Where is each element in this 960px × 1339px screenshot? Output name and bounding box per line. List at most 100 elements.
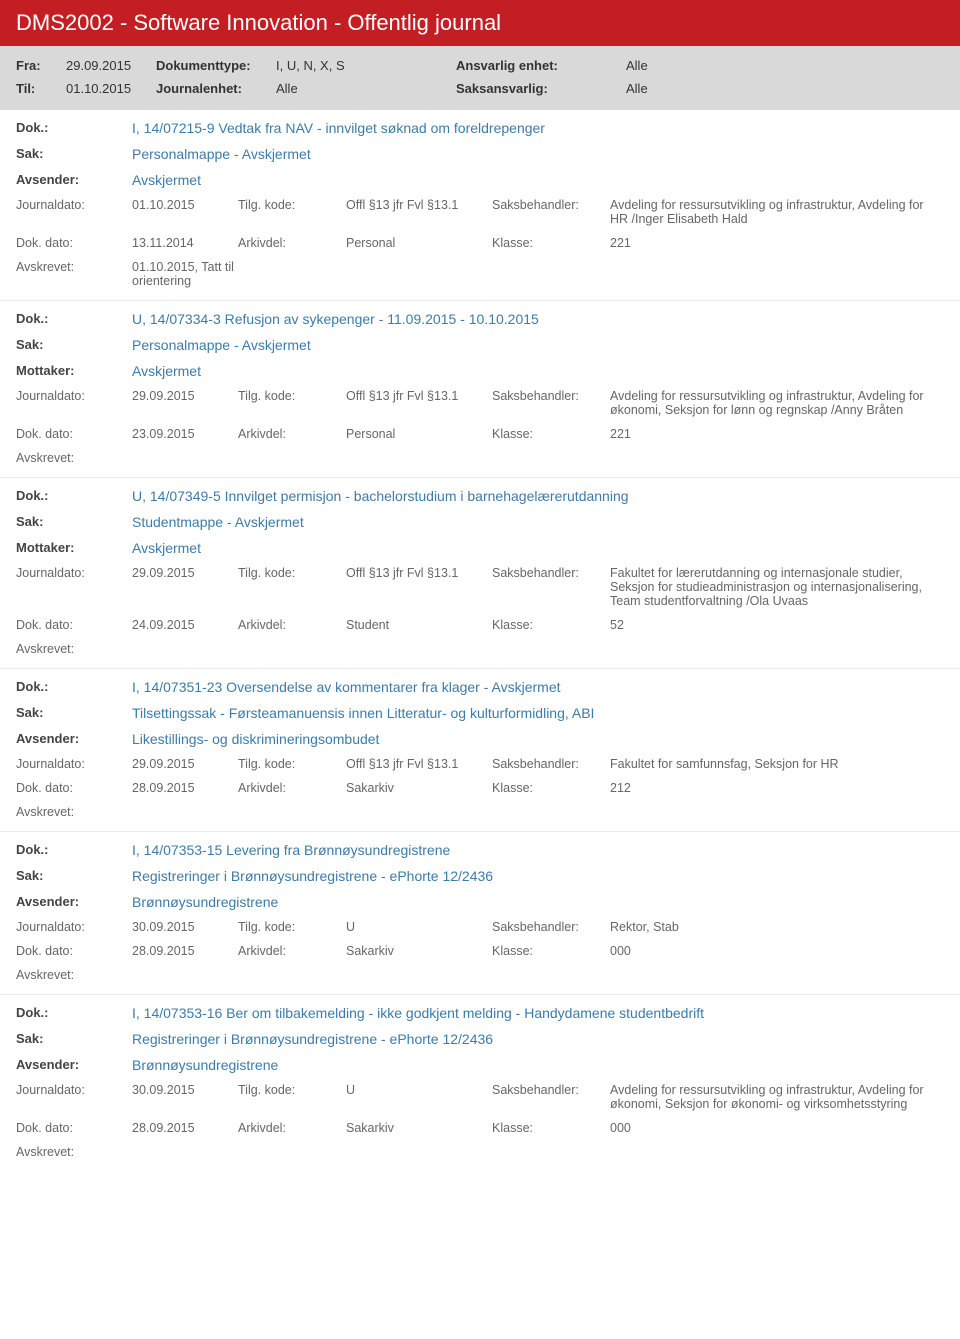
tilgkode-label: Tilg. kode: (238, 566, 346, 580)
tilgkode-value: Offl §13 jfr Fvl §13.1 (346, 566, 492, 580)
dokdato-label: Dok. dato: (16, 1121, 132, 1135)
party-label: Mottaker: (16, 540, 132, 555)
dok-label: Dok.: (16, 679, 132, 694)
arkivdel-label: Arkivdel: (238, 236, 346, 250)
saksbehandler-value: Avdeling for ressursutvikling og infrast… (610, 198, 944, 226)
tilgkode-label: Tilg. kode: (238, 757, 346, 771)
avskrevet-label: Avskrevet: (16, 260, 132, 274)
journal-entry: Dok.:U, 14/07349-5 Innvilget permisjon -… (0, 477, 960, 668)
journal-entry: Dok.:I, 14/07353-15 Levering fra Brønnøy… (0, 831, 960, 994)
journaldato-label: Journaldato: (16, 566, 132, 580)
klasse-label: Klasse: (492, 781, 610, 795)
dokdato-value: 28.09.2015 (132, 781, 238, 795)
doktype-label: Dokumenttype: (156, 58, 276, 73)
saksansv-label: Saksansvarlig: (456, 81, 626, 96)
klasse-value: 000 (610, 1121, 944, 1135)
dok-value: U, 14/07334-3 Refusjon av sykepenger - 1… (132, 311, 944, 327)
journaldato-label: Journaldato: (16, 1083, 132, 1097)
arkivdel-value: Sakarkiv (346, 781, 492, 795)
tilgkode-value: Offl §13 jfr Fvl §13.1 (346, 198, 492, 212)
entries-container: Dok.: I, 14/07215-9 Vedtak fra NAV - innv… (0, 110, 960, 1171)
klasse-value: 52 (610, 618, 944, 632)
til-value: 01.10.2015 (66, 81, 156, 96)
journal-entry: Dok.:I, 14/07353-16 Ber om tilbakemeldin… (0, 994, 960, 1171)
sak-label: Sak: (16, 1031, 132, 1046)
journaldato-value: 30.09.2015 (132, 1083, 238, 1097)
party-value: Brønnøysundregistrene (132, 894, 944, 910)
sak-label: Sak: (16, 146, 132, 161)
sak-value: Tilsettingssak - Førsteamanuensis innen … (132, 705, 944, 721)
journaldato-value: 30.09.2015 (132, 920, 238, 934)
avskrevet-value: 01.10.2015, Tatt til orientering (132, 260, 238, 288)
dokdato-label: Dok. dato: (16, 944, 132, 958)
sak-value: Registreringer i Brønnøysundregistrene -… (132, 868, 944, 884)
klasse-label: Klasse: (492, 236, 610, 250)
party-value: Brønnøysundregistrene (132, 1057, 944, 1073)
journaldato-value: 29.09.2015 (132, 757, 238, 771)
party-value: Likestillings- og diskrimineringsombudet (132, 731, 944, 747)
klasse-value: 221 (610, 427, 944, 441)
arkivdel-value: Sakarkiv (346, 1121, 492, 1135)
saksbehandler-value: Fakultet for lærerutdanning og internasj… (610, 566, 944, 608)
dok-value: U, 14/07349-5 Innvilget permisjon - bach… (132, 488, 944, 504)
sak-label: Sak: (16, 705, 132, 720)
saksbehandler-value: Rektor, Stab (610, 920, 944, 934)
avskrevet-label: Avskrevet: (16, 968, 132, 982)
sak-value: Registreringer i Brønnøysundregistrene -… (132, 1031, 944, 1047)
dok-value: I, 14/07353-15 Levering fra Brønnøysundr… (132, 842, 944, 858)
party-label: Avsender: (16, 731, 132, 746)
saksbehandler-label: Saksbehandler: (492, 198, 610, 212)
page-title: DMS2002 - Software Innovation - Offentli… (0, 0, 960, 46)
sak-value: Personalmappe - Avskjermet (132, 337, 944, 353)
party-label: Avsender: (16, 172, 132, 187)
dokdato-value: 13.11.2014 (132, 236, 238, 250)
journaldato-label: Journaldato: (16, 920, 132, 934)
arkivdel-label: Arkivdel: (238, 618, 346, 632)
tilgkode-label: Tilg. kode: (238, 198, 346, 212)
journaldato-value: 29.09.2015 (132, 566, 238, 580)
fra-value: 29.09.2015 (66, 58, 156, 73)
avskrevet-label: Avskrevet: (16, 1145, 132, 1159)
tilgkode-value: Offl §13 jfr Fvl §13.1 (346, 757, 492, 771)
journal-entry: Dok.:I, 14/07351-23 Oversendelse av komm… (0, 668, 960, 831)
dok-label: Dok.: (16, 1005, 132, 1020)
tilgkode-label: Tilg. kode: (238, 389, 346, 403)
til-label: Til: (16, 81, 66, 96)
journaldato-value: 29.09.2015 (132, 389, 238, 403)
jenhet-label: Journalenhet: (156, 81, 276, 96)
saksbehandler-value: Avdeling for ressursutvikling og infrast… (610, 389, 944, 417)
filter-row-2: Til: 01.10.2015 Journalenhet: Alle Saksa… (16, 77, 944, 100)
sak-value: Studentmappe - Avskjermet (132, 514, 944, 530)
party-label: Avsender: (16, 1057, 132, 1072)
saksbehandler-label: Saksbehandler: (492, 1083, 610, 1097)
tilgkode-value: U (346, 920, 492, 934)
arkivdel-label: Arkivdel: (238, 427, 346, 441)
journaldato-label: Journaldato: (16, 198, 132, 212)
arkivdel-label: Arkivdel: (238, 944, 346, 958)
dok-value: I, 14/07215-9 Vedtak fra NAV - innvilget… (132, 120, 944, 136)
dokdato-label: Dok. dato: (16, 236, 132, 250)
party-label: Mottaker: (16, 363, 132, 378)
avskrevet-label: Avskrevet: (16, 451, 132, 465)
dokdato-label: Dok. dato: (16, 781, 132, 795)
dokdato-label: Dok. dato: (16, 618, 132, 632)
dok-value: I, 14/07353-16 Ber om tilbakemelding - i… (132, 1005, 944, 1021)
saksbehandler-value: Fakultet for samfunnsfag, Seksjon for HR (610, 757, 944, 771)
dok-value: I, 14/07351-23 Oversendelse av kommentar… (132, 679, 944, 695)
filter-bar: Fra: 29.09.2015 Dokumenttype: I, U, N, X… (0, 46, 960, 110)
journal-entry: Dok.:U, 14/07334-3 Refusjon av sykepenge… (0, 300, 960, 477)
tilgkode-value: U (346, 1083, 492, 1097)
jenhet-value: Alle (276, 81, 456, 96)
fra-label: Fra: (16, 58, 66, 73)
klasse-value: 221 (610, 236, 944, 250)
klasse-value: 212 (610, 781, 944, 795)
dokdato-value: 24.09.2015 (132, 618, 238, 632)
journal-entry: Dok.:I, 14/07215-9 Vedtak fra NAV - innv… (0, 110, 960, 300)
saksansv-value: Alle (626, 81, 648, 96)
dok-label: Dok.: (16, 488, 132, 503)
journaldato-label: Journaldato: (16, 389, 132, 403)
sak-label: Sak: (16, 337, 132, 352)
dokdato-value: 28.09.2015 (132, 1121, 238, 1135)
dok-label: Dok.: (16, 842, 132, 857)
doktype-value: I, U, N, X, S (276, 58, 456, 73)
